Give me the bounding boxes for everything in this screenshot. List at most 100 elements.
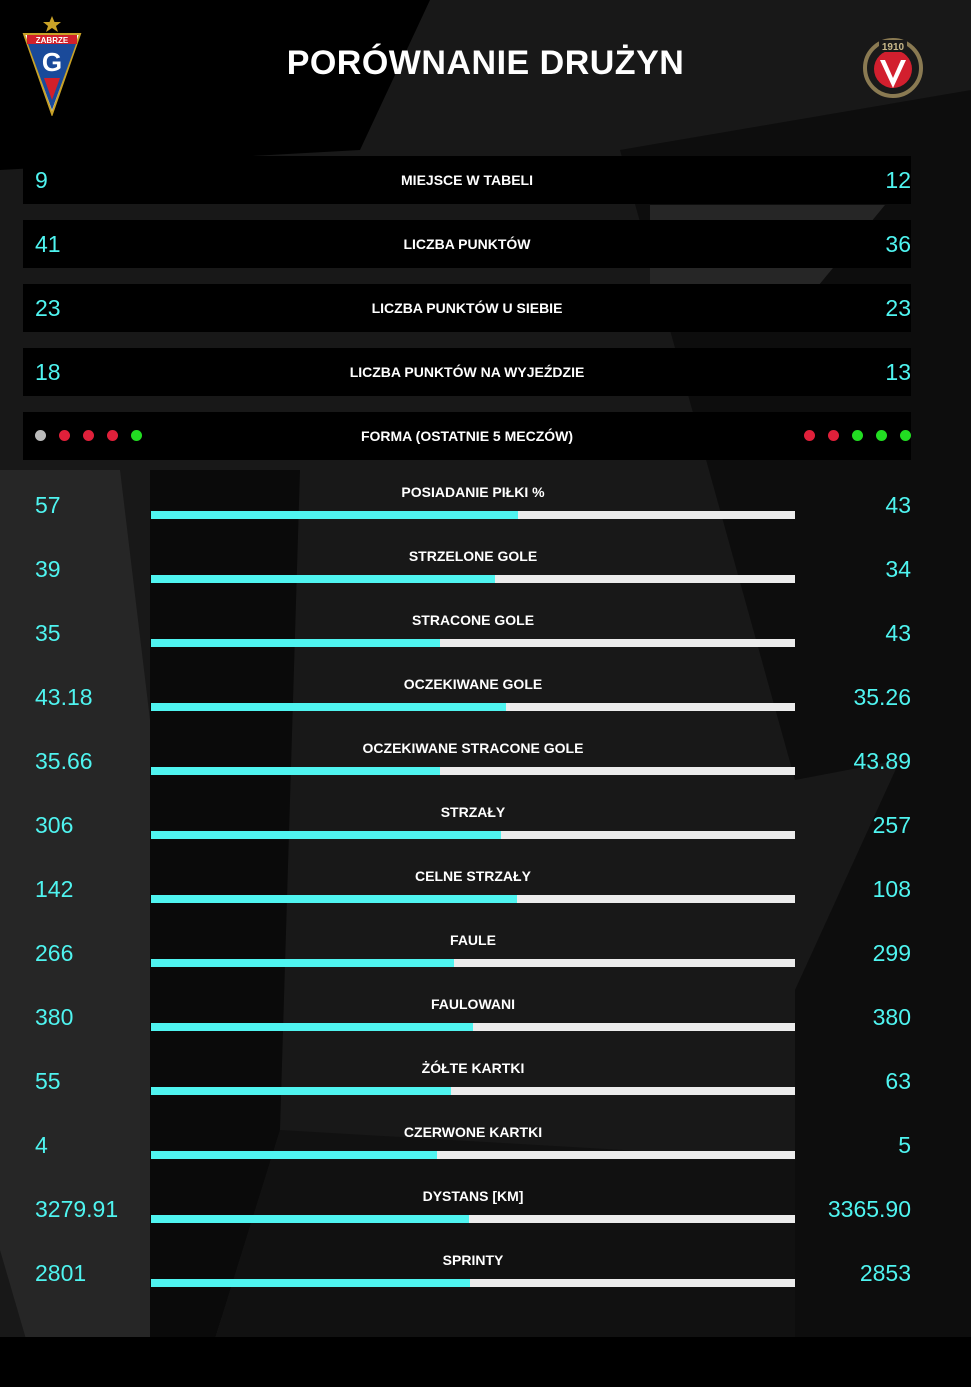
- stat-row: 380 FAULOWANI 380: [0, 992, 971, 1056]
- stat-label: STRZELONE GOLE: [408, 548, 538, 564]
- comparison-bar: [151, 639, 795, 647]
- stat-row: 142 CELNE STRZAŁY 108: [0, 864, 971, 928]
- comparison-bar: [151, 703, 795, 711]
- stat-row: 57 POSIADANIE PIŁKI % 43: [0, 480, 971, 544]
- left-value: 43.18: [35, 684, 93, 710]
- comparison-bar: [151, 1215, 795, 1223]
- left-value: 306: [35, 812, 74, 838]
- svg-text:G: G: [42, 47, 62, 77]
- comparison-bar-fill: [151, 767, 440, 775]
- form-dot-win: [131, 430, 142, 441]
- left-value: 23: [35, 295, 61, 321]
- left-value: 9: [35, 167, 48, 193]
- stat-label: FAULE: [450, 932, 496, 948]
- gornik-zabrze-crest-icon: ZABRZE G: [20, 16, 84, 118]
- comparison-bar-fill: [151, 1023, 473, 1031]
- stat-label: CZERWONE KARTKI: [403, 1124, 543, 1140]
- form-dot-loss: [804, 430, 815, 441]
- comparison-bar: [151, 1087, 795, 1095]
- comparison-bar-fill: [151, 895, 517, 903]
- form-dot-draw: [35, 430, 46, 441]
- summary-row: 41 LICZBA PUNKTÓW 36: [23, 220, 911, 268]
- left-value: 39: [35, 556, 61, 582]
- left-value: 2801: [35, 1260, 87, 1286]
- right-value: 108: [872, 876, 911, 902]
- comparison-bar-fill: [151, 703, 506, 711]
- comparison-bar: [151, 1279, 795, 1287]
- comparison-bar: [151, 895, 795, 903]
- comparison-bar-fill: [151, 1279, 470, 1287]
- right-value: 380: [872, 1004, 911, 1030]
- comparison-bar: [151, 511, 795, 519]
- comparison-bar-fill: [151, 831, 502, 839]
- left-value: 4: [35, 1132, 48, 1158]
- right-value: 2853: [859, 1260, 911, 1286]
- widzew-lodz-crest-icon: 1910: [860, 36, 926, 98]
- stat-label: CELNE STRZAŁY: [415, 868, 531, 884]
- comparison-bar: [151, 767, 795, 775]
- stat-row: 55 ŻÓŁTE KARTKI 63: [0, 1056, 971, 1120]
- row-label: LICZBA PUNKTÓW U SIEBIE: [371, 300, 563, 316]
- left-value: 142: [35, 876, 74, 902]
- left-value: 266: [35, 940, 74, 966]
- stat-label: OCZEKIWANE GOLE: [403, 676, 543, 692]
- comparison-bar: [151, 575, 795, 583]
- stat-label: DYSTANS [KM]: [422, 1188, 524, 1204]
- stat-label: OCZEKIWANE STRACONE GOLE: [362, 740, 584, 756]
- left-value: 55: [35, 1068, 61, 1094]
- left-value: 380: [35, 1004, 74, 1030]
- comparison-bar: [151, 1151, 795, 1159]
- comparison-bar: [151, 1023, 795, 1031]
- form-dot-loss: [107, 430, 118, 441]
- stat-label: STRZAŁY: [440, 804, 506, 820]
- right-value: 5: [898, 1132, 911, 1158]
- comparison-bar-fill: [151, 959, 455, 967]
- stat-label: FAULOWANI: [431, 996, 515, 1012]
- form-dot-win: [900, 430, 911, 441]
- form-dot-loss: [83, 430, 94, 441]
- comparison-bar: [151, 959, 795, 967]
- stat-row: 2801 SPRINTY 2853: [0, 1248, 971, 1312]
- right-value: 299: [872, 940, 911, 966]
- stat-label: POSIADANIE PIŁKI %: [401, 484, 545, 500]
- page-title: PORÓWNANIE DRUŻYN: [286, 44, 685, 82]
- summary-row: 9 MIEJSCE W TABELI 12: [23, 156, 911, 204]
- right-value: 43: [885, 620, 911, 646]
- stat-label: ŻÓŁTE KARTKI: [421, 1060, 525, 1076]
- comparison-bar-fill: [151, 511, 519, 519]
- stat-row: 43.18 OCZEKIWANE GOLE 35.26: [0, 672, 971, 736]
- left-value: 35.66: [35, 748, 93, 774]
- form-dot-loss: [59, 430, 70, 441]
- comparison-bar-fill: [151, 639, 441, 647]
- summary-row: 23 LICZBA PUNKTÓW U SIEBIE 23: [23, 284, 911, 332]
- summary-row: 18 LICZBA PUNKTÓW NA WYJEŹDZIE 13: [23, 348, 911, 396]
- left-value: 3279.91: [35, 1196, 119, 1222]
- row-label: FORMA (OSTATNIE 5 MECZÓW): [360, 428, 574, 444]
- right-form-dots: [804, 430, 911, 442]
- stat-row: 306 STRZAŁY 257: [0, 800, 971, 864]
- left-value: 41: [35, 231, 61, 257]
- crest-text: ZABRZE: [36, 36, 69, 45]
- comparison-bar-fill: [151, 575, 495, 583]
- left-value: 18: [35, 359, 61, 385]
- left-value: 57: [35, 492, 61, 518]
- left-value: 35: [35, 620, 61, 646]
- form-row: FORMA (OSTATNIE 5 MECZÓW): [23, 412, 911, 460]
- right-value: 63: [885, 1068, 911, 1094]
- form-dot-loss: [828, 430, 839, 441]
- comparison-bar: [151, 831, 795, 839]
- comparison-bar-fill: [151, 1087, 452, 1095]
- crest-year: 1910: [882, 42, 905, 53]
- right-value: 43: [885, 492, 911, 518]
- row-label: LICZBA PUNKTÓW NA WYJEŹDZIE: [349, 364, 585, 380]
- right-value: 23: [885, 295, 911, 321]
- stat-row: 39 STRZELONE GOLE 34: [0, 544, 971, 608]
- right-value: 34: [885, 556, 911, 582]
- right-value: 13: [885, 359, 911, 385]
- comparison-bar-fill: [151, 1151, 437, 1159]
- stat-row: 266 FAULE 299: [0, 928, 971, 992]
- right-value: 36: [885, 231, 911, 257]
- row-label: MIEJSCE W TABELI: [401, 172, 533, 188]
- stat-label: STRACONE GOLE: [411, 612, 535, 628]
